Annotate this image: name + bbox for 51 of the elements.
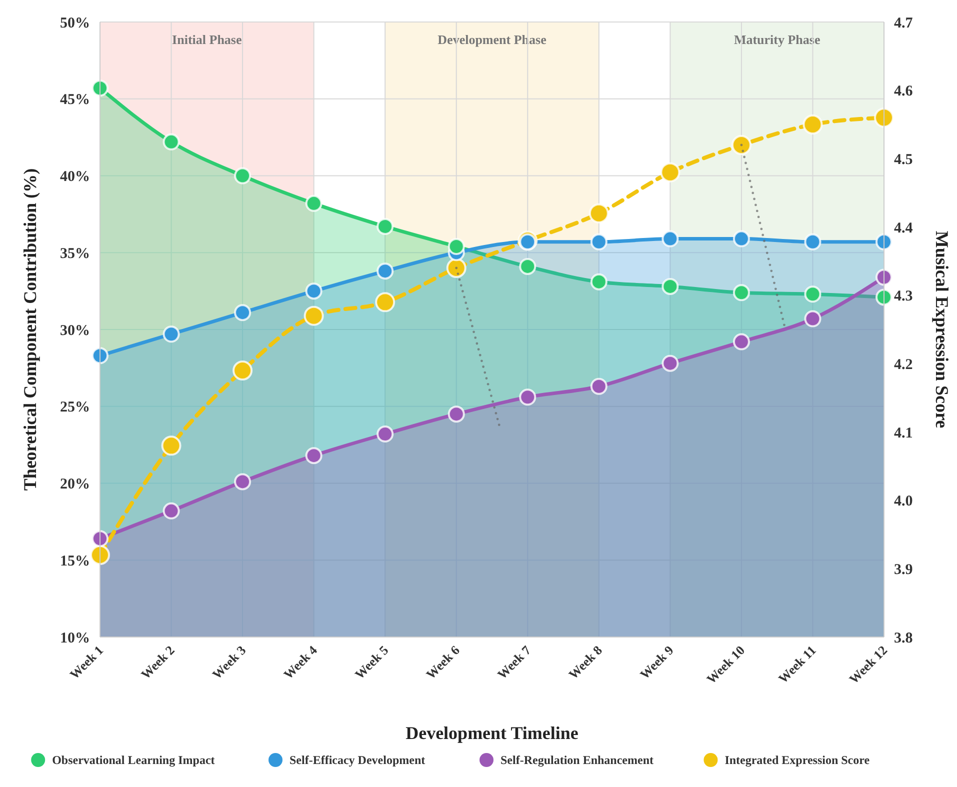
point: [305, 194, 322, 212]
point: [161, 436, 182, 456]
point: [92, 80, 108, 97]
point: [590, 378, 608, 395]
point: [731, 135, 752, 155]
y-tick-label: 30%: [60, 322, 90, 339]
point: [662, 354, 679, 372]
legend-label: Integrated Expression Score: [724, 753, 870, 768]
point: [305, 447, 322, 464]
x-axis-title: Development Timeline: [406, 723, 578, 743]
point: [802, 114, 823, 134]
point: [234, 167, 252, 184]
y-tick-label: 20%: [60, 476, 90, 492]
legend-label: Observational Learning Impact: [52, 753, 215, 768]
y-axis-title: Theoretical Component Contribution (%): [20, 168, 40, 491]
point: [376, 218, 394, 235]
band-label: Maturity Phase: [734, 32, 820, 47]
point: [660, 162, 680, 182]
y2-tick-label: 4.4: [894, 220, 914, 236]
band-label: Initial Phase: [172, 32, 242, 47]
y2-tick-label: 4.7: [894, 15, 914, 32]
y2-tick-label: 3.9: [894, 562, 913, 578]
y2-axis-title: Musical Expression Score: [932, 230, 952, 428]
point: [90, 545, 110, 565]
point: [376, 426, 394, 443]
point: [232, 360, 253, 380]
y-tick-label: 35%: [60, 246, 90, 262]
legend-label: Self-Efficacy Development: [290, 753, 426, 768]
y-tick-label: 45%: [60, 92, 90, 108]
y-tick-label: 50%: [60, 15, 90, 32]
point: [162, 133, 180, 150]
point: [874, 108, 894, 128]
y2-tick-label: 4.3: [894, 288, 913, 305]
y2-tick-label: 4.2: [894, 356, 913, 373]
y2-tick-label: 4.0: [894, 494, 913, 510]
y-tick-label: 25%: [60, 400, 90, 416]
y-tick-label: 15%: [60, 553, 90, 570]
y2-tick-label: 4.1: [894, 425, 913, 442]
y-tick-label: 40%: [60, 169, 90, 185]
point: [448, 406, 465, 423]
legend-label: Self-Regulation Enhancement: [500, 753, 654, 768]
y-tick-label: 10%: [60, 630, 90, 646]
point: [92, 530, 108, 548]
point: [588, 203, 609, 224]
point: [519, 388, 536, 406]
y2-tick-label: 4.6: [894, 84, 914, 100]
band-label: Development Phase: [438, 32, 547, 47]
point: [162, 502, 180, 520]
y2-tick-label: 3.8: [894, 630, 913, 646]
y2-tick-label: 4.5: [894, 152, 913, 168]
point: [234, 473, 252, 490]
